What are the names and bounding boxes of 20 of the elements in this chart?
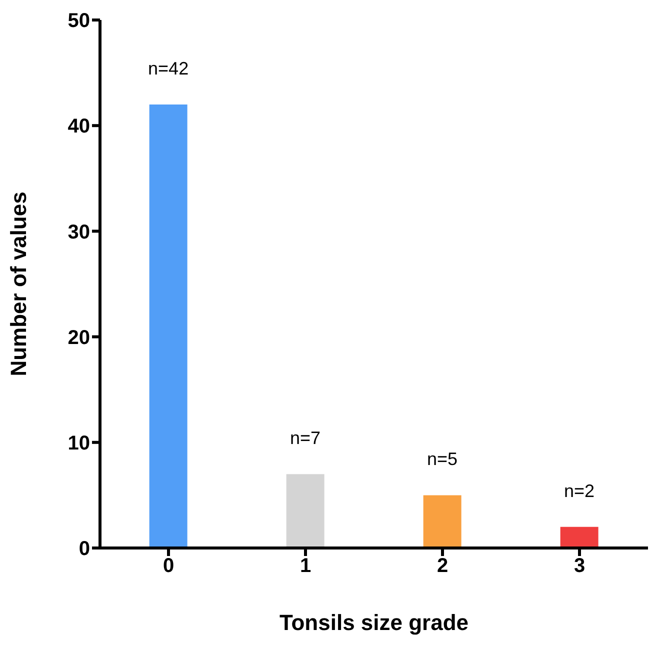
data-label: n=5: [427, 449, 458, 470]
data-label: n=7: [290, 428, 321, 448]
y-tick-label: 0: [78, 538, 90, 560]
y-axis-title: Number of values: [6, 192, 31, 376]
data-label: n=2: [564, 480, 595, 501]
bar: [286, 474, 324, 548]
y-tick-label: 40: [68, 116, 90, 138]
x-tick-label: 2: [436, 555, 448, 578]
y-tick-label: 10: [68, 432, 90, 454]
x-axis-title: Tonsils size grade: [279, 610, 469, 635]
y-tick-label: 50: [68, 10, 90, 32]
x-tick-label: 1: [300, 555, 312, 578]
bar: [423, 495, 462, 548]
x-tick-label: 0: [162, 555, 174, 578]
y-tick-label: 30: [68, 221, 90, 244]
data-label: n=42: [148, 58, 189, 78]
bar: [149, 104, 188, 548]
x-tick-label: 3: [574, 555, 586, 578]
bar: [560, 526, 598, 548]
y-tick-label: 20: [68, 326, 90, 349]
